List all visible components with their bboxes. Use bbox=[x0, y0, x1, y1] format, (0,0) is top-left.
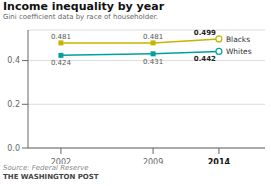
html-text:Gini coefficient data by race: Gini coefficient data by race of househo… bbox=[3, 13, 158, 21]
svg-text:0.431: 0.431 bbox=[143, 58, 163, 66]
svg-text:0.499: 0.499 bbox=[194, 29, 216, 37]
svg-text:Blacks: Blacks bbox=[226, 35, 250, 44]
html-text:Income inequality by year: Income inequality by year bbox=[3, 0, 165, 13]
svg-text:0.424: 0.424 bbox=[51, 59, 72, 67]
svg-text:2014: 2014 bbox=[208, 158, 231, 164]
svg-text:0.0: 0.0 bbox=[8, 144, 20, 153]
html-text:Source: Federal Reserve: Source: Federal Reserve bbox=[3, 164, 89, 172]
svg-text:2009: 2009 bbox=[143, 158, 163, 164]
svg-text:0.2: 0.2 bbox=[8, 100, 20, 109]
svg-text:0.4: 0.4 bbox=[8, 56, 20, 65]
svg-text:0.442: 0.442 bbox=[194, 55, 216, 63]
svg-text:2002: 2002 bbox=[51, 158, 71, 164]
svg-text:Whites: Whites bbox=[226, 47, 252, 56]
svg-text:0.481: 0.481 bbox=[143, 33, 163, 41]
html-text:THE WASHINGTON POST: THE WASHINGTON POST bbox=[3, 173, 99, 181]
svg-text:0.481: 0.481 bbox=[51, 33, 71, 41]
